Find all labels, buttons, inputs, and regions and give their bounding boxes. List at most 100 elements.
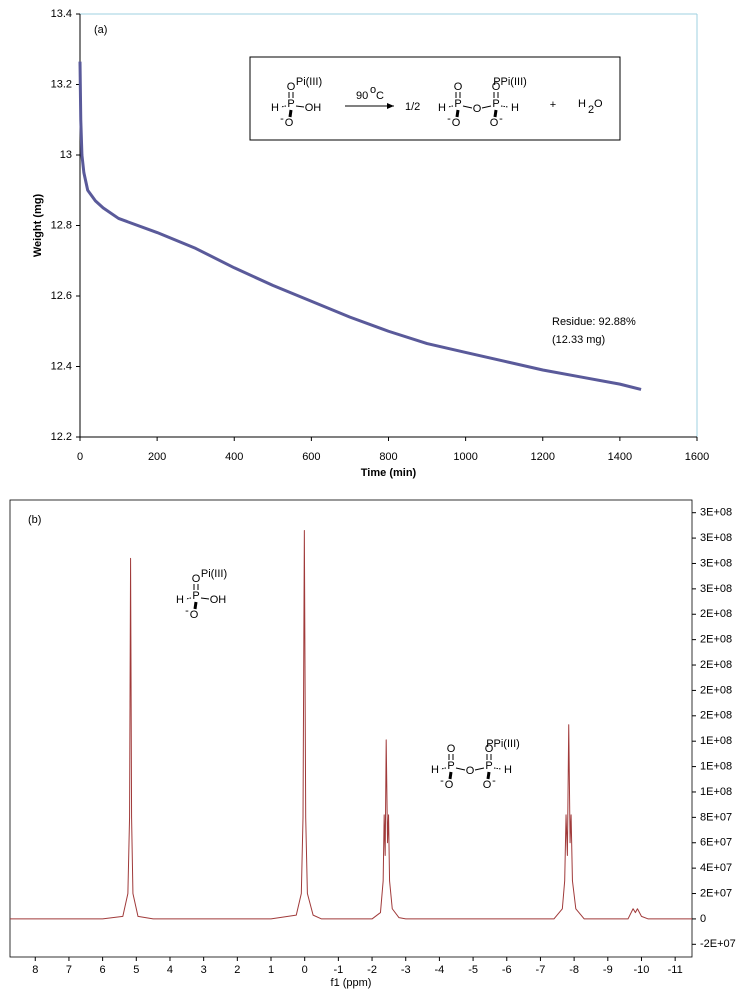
x-tick-label: 4: [167, 964, 173, 976]
atom-label: -: [499, 113, 503, 125]
y-tick-label: 2E+08: [700, 684, 732, 696]
bond: [448, 771, 453, 780]
x-tick-label: -11: [668, 964, 683, 976]
x-tick-label: 600: [302, 451, 320, 463]
x-tick-label: -7: [536, 964, 546, 976]
bond: [295, 105, 305, 108]
x-tick-label: -8: [569, 964, 579, 976]
x-tick-label: 400: [225, 451, 243, 463]
atom-label: O: [452, 117, 461, 129]
x-tick-label: -3: [401, 964, 411, 976]
molecule-label: Pi(III): [201, 568, 227, 580]
y-tick-label: 12.2: [51, 431, 72, 443]
y-tick-label: 0: [700, 913, 706, 925]
water: H: [578, 98, 586, 110]
atom-label: O: [192, 573, 201, 585]
arrow-head: [387, 103, 394, 109]
atom-label: O: [490, 117, 499, 129]
annotation: Residue: 92.88%: [552, 316, 636, 328]
x-tick-label: 800: [379, 451, 397, 463]
x-tick-label: 5: [133, 964, 139, 976]
atom-label: P: [454, 98, 461, 110]
coefficient: 1/2: [405, 101, 420, 113]
bond: [455, 767, 466, 771]
bond: [455, 109, 460, 118]
condition: C: [376, 90, 384, 102]
y-tick-label: 2E+08: [700, 710, 732, 722]
plot-frame: [9, 499, 693, 958]
atom-label: P: [192, 590, 199, 602]
x-axis-label: f1 (ppm): [331, 977, 372, 989]
scheme-box: [249, 56, 621, 141]
atom-label: O: [190, 609, 199, 621]
y-tick-label: 13: [60, 149, 72, 161]
atom-label: -: [185, 605, 189, 617]
bond: [493, 109, 498, 118]
data-line: [78, 61, 642, 391]
x-tick-label: 1200: [531, 451, 555, 463]
atom-label: O: [485, 743, 494, 755]
atom-label: H: [504, 764, 512, 776]
y-axis-label: Weight (mg): [32, 193, 44, 257]
y-tick-label: 1E+08: [700, 786, 732, 798]
atom-label: P: [447, 760, 454, 772]
y-tick-label: 3E+08: [700, 557, 732, 569]
atom-label: H: [511, 102, 519, 114]
atom-label: H: [438, 102, 446, 114]
y-tick-label: 12.8: [51, 219, 72, 231]
atom-label: P: [492, 98, 499, 110]
atom-label: -: [447, 113, 451, 125]
x-tick-label: -9: [603, 964, 613, 976]
y-tick-label: 12.4: [51, 360, 72, 372]
x-tick-label: -4: [435, 964, 445, 976]
atom-label: -: [492, 775, 496, 787]
x-tick-label: 3: [201, 964, 207, 976]
x-tick-label: -1: [333, 964, 343, 976]
bond: [481, 105, 492, 109]
y-tick-label: 1E+08: [700, 760, 732, 772]
data-line: [10, 529, 692, 920]
bond: [462, 105, 473, 109]
atom-label: O: [473, 103, 482, 115]
x-tick-label: 200: [148, 451, 166, 463]
y-tick-label: 4E+07: [700, 862, 732, 874]
bond: [440, 767, 447, 770]
x-tick-label: 0: [302, 964, 308, 976]
atom-label: H: [431, 764, 439, 776]
atom-label: OH: [210, 594, 227, 606]
condition: o: [370, 84, 376, 96]
x-tick-label: 0: [77, 451, 83, 463]
atom-label: O: [492, 81, 501, 93]
annotation: (12.33 mg): [552, 334, 605, 346]
atom-label: -: [280, 113, 284, 125]
y-tick-label: 2E+08: [700, 634, 732, 646]
molecule-label: PPi(III): [486, 738, 520, 750]
y-tick-label: 2E+07: [700, 887, 732, 899]
atom-label: O: [285, 117, 294, 129]
y-tick-label: 2E+08: [700, 608, 732, 620]
y-tick-label: 2E+08: [700, 659, 732, 671]
panel-label: (a): [94, 24, 107, 36]
water: 2: [588, 104, 594, 116]
x-tick-label: 1000: [453, 451, 477, 463]
molecule-label: Pi(III): [296, 76, 322, 88]
bond: [493, 767, 502, 770]
y-tick-label: 13.2: [51, 78, 72, 90]
y-tick-label: 13.4: [51, 8, 72, 20]
x-tick-label: -6: [502, 964, 512, 976]
y-tick-label: 1E+08: [700, 735, 732, 747]
atom-label: O: [454, 81, 463, 93]
x-tick-label: 1600: [685, 451, 709, 463]
plus: +: [550, 99, 556, 111]
panel-label: (b): [28, 514, 41, 526]
x-tick-label: 1: [268, 964, 274, 976]
atom-label: O: [287, 81, 296, 93]
y-tick-label: 12.6: [51, 290, 72, 302]
y-tick-label: 6E+07: [700, 837, 732, 849]
y-tick-label: 3E+08: [700, 583, 732, 595]
water: O: [594, 98, 603, 110]
atom-label: O: [445, 779, 454, 791]
condition: 90: [356, 90, 368, 102]
y-tick-label: 3E+08: [700, 532, 732, 544]
